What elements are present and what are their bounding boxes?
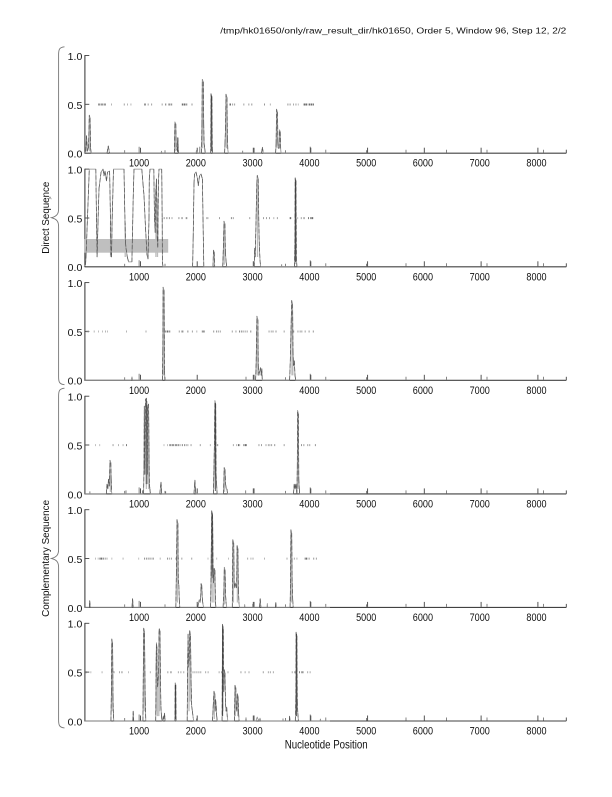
svg-text:6000: 6000	[413, 385, 433, 397]
svg-text:6000: 6000	[413, 726, 433, 738]
svg-text:5000: 5000	[356, 271, 376, 283]
svg-text:6000: 6000	[413, 498, 433, 510]
svg-text:3000: 3000	[243, 612, 263, 624]
svg-text:1.0: 1.0	[68, 506, 83, 517]
svg-text:7000: 7000	[470, 498, 490, 510]
svg-text:1000: 1000	[129, 726, 149, 738]
svg-text:0.5: 0.5	[68, 669, 83, 680]
svg-text:1000: 1000	[129, 385, 149, 397]
svg-text:0.0: 0.0	[68, 490, 83, 501]
svg-text:2000: 2000	[186, 158, 206, 170]
svg-text:1.0: 1.0	[68, 620, 83, 631]
svg-text:2000: 2000	[186, 271, 206, 283]
svg-text:0.5: 0.5	[68, 328, 83, 339]
svg-text:Nucleotide Position: Nucleotide Position	[285, 738, 368, 751]
svg-text:4000: 4000	[299, 158, 319, 170]
svg-text:0.0: 0.0	[68, 150, 83, 161]
svg-text:6000: 6000	[413, 612, 433, 624]
svg-text:0.5: 0.5	[68, 555, 83, 566]
svg-text:8000: 8000	[526, 726, 546, 738]
svg-text:0.5: 0.5	[68, 214, 83, 225]
svg-text:1000: 1000	[129, 612, 149, 624]
svg-text:2000: 2000	[186, 385, 206, 397]
svg-text:7000: 7000	[470, 158, 490, 170]
svg-text:5000: 5000	[356, 726, 376, 738]
svg-text:1.0: 1.0	[68, 393, 83, 404]
svg-text:4000: 4000	[299, 726, 319, 738]
svg-text:1.0: 1.0	[68, 52, 83, 63]
svg-text:2000: 2000	[186, 612, 206, 624]
svg-text:8000: 8000	[526, 271, 546, 283]
svg-text:Complementary Sequence: Complementary Sequence	[41, 500, 52, 617]
svg-text:4000: 4000	[299, 498, 319, 510]
svg-text:0.5: 0.5	[68, 441, 83, 452]
svg-text:0.0: 0.0	[68, 377, 83, 388]
svg-text:7000: 7000	[470, 726, 490, 738]
svg-text:3000: 3000	[243, 726, 263, 738]
svg-text:3000: 3000	[243, 158, 263, 170]
svg-text:1.0: 1.0	[68, 279, 83, 290]
svg-text:3000: 3000	[243, 271, 263, 283]
svg-text:4000: 4000	[299, 271, 319, 283]
svg-text:0.0: 0.0	[68, 604, 83, 615]
svg-text:8000: 8000	[526, 158, 546, 170]
svg-text:8000: 8000	[526, 385, 546, 397]
svg-text:0.5: 0.5	[68, 101, 83, 112]
svg-text:6000: 6000	[413, 158, 433, 170]
svg-text:6000: 6000	[413, 271, 433, 283]
svg-text:2000: 2000	[186, 726, 206, 738]
svg-text:1000: 1000	[129, 158, 149, 170]
svg-text:7000: 7000	[470, 271, 490, 283]
svg-text:1000: 1000	[129, 498, 149, 510]
svg-text:3000: 3000	[243, 498, 263, 510]
svg-text:7000: 7000	[470, 385, 490, 397]
svg-text:0.0: 0.0	[68, 263, 83, 274]
svg-text:5000: 5000	[356, 158, 376, 170]
svg-text:7000: 7000	[470, 612, 490, 624]
svg-text:5000: 5000	[356, 385, 376, 397]
svg-text:4000: 4000	[299, 612, 319, 624]
svg-text:8000: 8000	[526, 498, 546, 510]
svg-text:3000: 3000	[243, 385, 263, 397]
svg-text:/tmp/hk01650/only/raw_result_d: /tmp/hk01650/only/raw_result_dir/hk01650…	[220, 26, 566, 36]
svg-text:5000: 5000	[356, 612, 376, 624]
svg-text:0.0: 0.0	[68, 717, 83, 728]
svg-text:5000: 5000	[356, 498, 376, 510]
svg-text:4000: 4000	[299, 385, 319, 397]
svg-text:8000: 8000	[526, 612, 546, 624]
svg-text:Direct Sequence: Direct Sequence	[41, 181, 52, 253]
svg-text:1000: 1000	[129, 271, 149, 283]
svg-text:1.0: 1.0	[68, 166, 83, 177]
svg-text:2000: 2000	[186, 498, 206, 510]
